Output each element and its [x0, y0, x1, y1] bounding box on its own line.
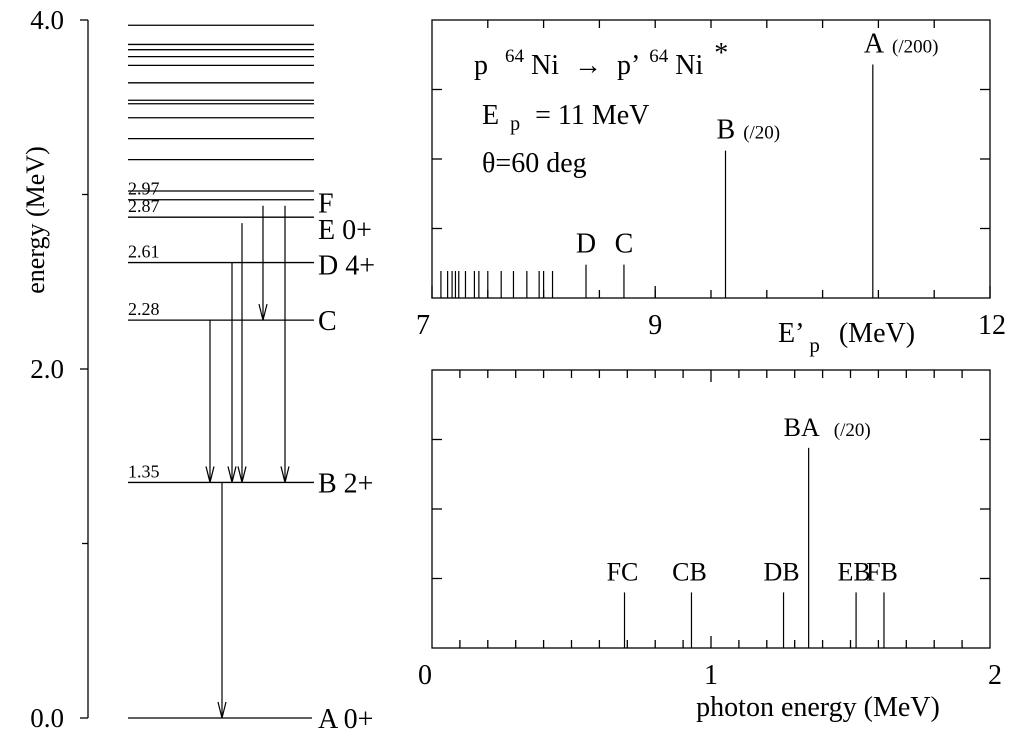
energy-axis-label: energy (MeV) [21, 146, 50, 294]
level-energy-label: 2.28 [128, 299, 160, 319]
proton-peak-label: D [576, 229, 596, 260]
transition-F-C-head [258, 303, 268, 321]
proton-axis-ticks: 7 9 12 [416, 20, 1006, 341]
proton-spectrum-panel: 7 9 12 A (/200) B (/20) CD p 64 Ni → p’ 64 Ni … [416, 19, 1006, 359]
energy-tick-label: 0.0 [30, 703, 64, 733]
proton-x-tick-label: 9 [648, 310, 662, 341]
transition-D-B-head [227, 466, 237, 483]
level-state-label: C [318, 306, 337, 337]
level-energy-label: 2.87 [128, 196, 160, 216]
level-state-label: E 0+ [318, 215, 372, 246]
energy-axis-ticks: 0.0 2.0 4.0 [30, 5, 88, 733]
photon-peak-label: DB [763, 557, 799, 586]
photon-x-tick-label: 1 [704, 660, 718, 691]
photon-axis-ticks: 0 1 2 [418, 370, 1002, 691]
photon-x-tick-label: 2 [988, 660, 1002, 691]
transition-B-A-head [217, 701, 227, 719]
level-state-label: D 4+ [318, 251, 375, 282]
transition-C-B-head [205, 466, 215, 483]
named-levels: A 0+ 1.35 B 2+ 2.28 C 2.61 D 4+ 2.87 E 0+ 2.97 F [128, 179, 375, 735]
photon-x-tick-label: 0 [418, 660, 432, 691]
level-state-label: A 0+ [318, 704, 373, 735]
level-energy-label: 2.61 [128, 242, 160, 262]
proton-peak-label: C [615, 229, 634, 260]
scattering-angle-label: θ=60 deg [482, 148, 587, 179]
level-state-label: B 2+ [318, 468, 373, 499]
gamma-transitions [205, 205, 290, 719]
reaction-equation: p 64 Ni → p’ 64 Ni * [474, 38, 728, 81]
proton-x-tick-label: 12 [978, 310, 1006, 341]
proton-peaks: A (/200) B (/20) CD [440, 28, 939, 298]
transition-F-B-head [280, 466, 290, 483]
photon-peak-label: FB [866, 557, 898, 586]
photon-plot-frame [431, 369, 991, 649]
photon-x-axis-label: photon energy (MeV) [696, 692, 940, 723]
level-state-label: F [318, 189, 334, 220]
photon-peak-label: CB [672, 557, 707, 586]
proton-peak-label: A (/200) [864, 28, 939, 59]
energy-tick-label: 4.0 [30, 5, 64, 35]
proton-peak-label: B (/20) [717, 115, 781, 146]
beam-energy-label: E p = 11 MeV [482, 100, 649, 137]
proton-x-tick-label: 7 [416, 310, 430, 341]
photon-peak-label: EB [837, 557, 870, 586]
energy-tick-label: 2.0 [30, 354, 64, 384]
level-scheme: 0.0 2.0 4.0 energy (MeV) A 0+ 1.35 B 2+ 2.28 C… [21, 5, 375, 735]
photon-peak-label: BA (/20) [784, 413, 871, 442]
photon-peak-label: FC [607, 557, 639, 586]
proton-x-axis-label: E’ p (MeV) [778, 318, 915, 359]
transition-E-B-head [237, 466, 247, 483]
upper-levels [128, 24, 314, 192]
level-energy-label: 2.97 [128, 179, 160, 199]
level-energy-label: 1.35 [128, 461, 160, 481]
